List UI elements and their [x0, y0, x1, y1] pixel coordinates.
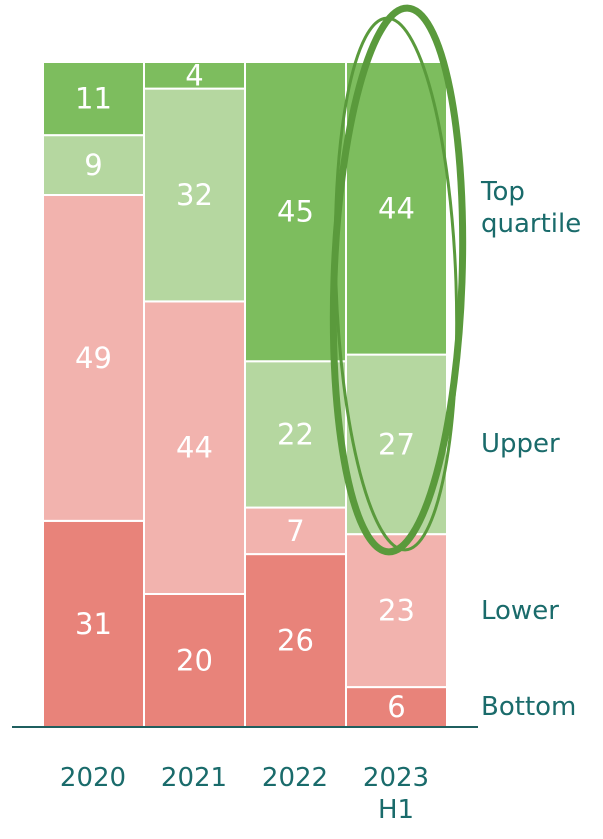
- value-label: 31: [75, 607, 112, 641]
- legend-label: Lower: [481, 595, 601, 627]
- value-label: 23: [378, 594, 415, 628]
- value-label: 11: [75, 82, 112, 116]
- value-label: 45: [277, 195, 314, 229]
- value-label: 26: [277, 624, 314, 658]
- value-label: 44: [176, 431, 213, 465]
- value-label: 49: [75, 341, 112, 375]
- value-label: 7: [286, 514, 304, 548]
- value-label: 44: [378, 191, 415, 225]
- page: 3149911204432426722456232744 (() => { co…: [0, 0, 603, 839]
- x-tick-label: 2023 H1: [346, 762, 446, 826]
- value-label: 20: [176, 644, 213, 678]
- x-tick-label: 2022: [245, 762, 345, 794]
- legend-label: Bottom: [481, 691, 601, 723]
- bars: 31 49 9 11 20 44 32 4 26 7 22 45 6 23 27 44: [43, 58, 447, 727]
- value-label: 27: [378, 427, 415, 461]
- value-label: 9: [84, 148, 102, 182]
- x-tick-label: 2021: [144, 762, 244, 794]
- legend-label: Top quartile: [481, 176, 601, 240]
- legend-label: Upper: [481, 428, 601, 460]
- value-label: 4: [185, 58, 203, 92]
- value-label: 32: [176, 178, 213, 212]
- value-label: 6: [387, 690, 405, 724]
- value-label: 22: [277, 417, 314, 451]
- x-tick-label: 2020: [43, 762, 143, 794]
